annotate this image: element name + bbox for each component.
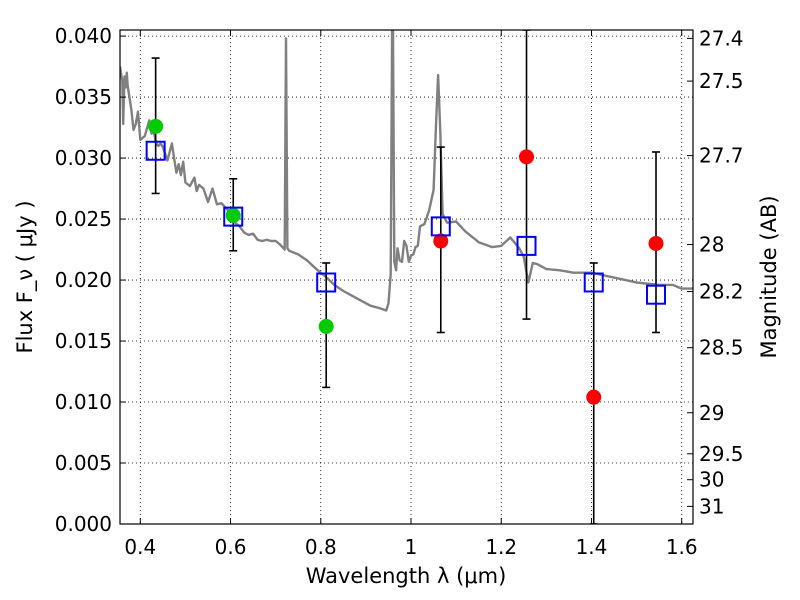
x-tick-label: 1.6 (666, 535, 698, 559)
y-tick-label: 0.020 (55, 268, 112, 292)
y-tick-label: 0.010 (55, 390, 112, 414)
model-photometry-square (316, 272, 337, 293)
observed-point (318, 318, 334, 334)
mag-tick-label: 28.5 (699, 336, 744, 360)
y-tick-label: 0.025 (55, 207, 112, 231)
y-tick-label: 0.005 (55, 451, 112, 475)
x-tick-label: 0.6 (215, 535, 247, 559)
observed-point (519, 149, 535, 165)
model-photometry-square (223, 206, 244, 227)
mag-tick-label: 30 (699, 468, 724, 492)
mag-tick-label: 27.5 (699, 69, 744, 93)
plot-frame (119, 29, 694, 525)
mag-tick-label: 28.2 (699, 280, 744, 304)
y-tick-label: 0.035 (55, 85, 112, 109)
mag-tick-label: 27.4 (699, 26, 744, 50)
y-tick-label: 0.040 (55, 24, 112, 48)
y-tick-label: 0.030 (55, 146, 112, 170)
ticks: 0.4 0.6 0.8 1 1.2 1.4 1.6 0.000 0.005 0.010 0.015 0… (55, 24, 744, 559)
y-tick-label: 0.015 (55, 329, 112, 353)
observed-point (586, 389, 602, 405)
x-tick-label: 0.4 (124, 535, 156, 559)
x-tick-label: 1.2 (485, 535, 517, 559)
model-photometry-square (145, 140, 166, 161)
x-tick-label: 0.8 (305, 535, 337, 559)
y-tick-label: 0.000 (55, 512, 112, 536)
observed-point (148, 118, 164, 134)
observed-point (433, 233, 449, 249)
model-photometry-square (430, 216, 451, 237)
data-layer (120, 30, 693, 524)
model-photometry-square (583, 272, 604, 293)
x-axis-label: Wavelength λ (μm) (306, 564, 507, 588)
mag-tick-label: 31 (699, 494, 724, 518)
mag-tick-label: 28 (699, 233, 724, 257)
y2-axis-label: Magnitude (AB) (757, 195, 781, 358)
observed-point (225, 207, 241, 223)
x-tick-label: 1.4 (576, 535, 608, 559)
model-photometry-square (516, 235, 537, 256)
observed-point (648, 235, 664, 251)
x-tick-label: 1 (405, 535, 418, 559)
mag-tick-label: 29.5 (699, 442, 744, 466)
model-photometry-square (646, 284, 667, 305)
y-axis-label: Flux F_ν ( μJy ) (13, 200, 38, 353)
mag-tick-label: 29 (699, 401, 724, 425)
mag-tick-label: 27.7 (699, 144, 744, 168)
model-spectrum-line (120, 30, 693, 312)
